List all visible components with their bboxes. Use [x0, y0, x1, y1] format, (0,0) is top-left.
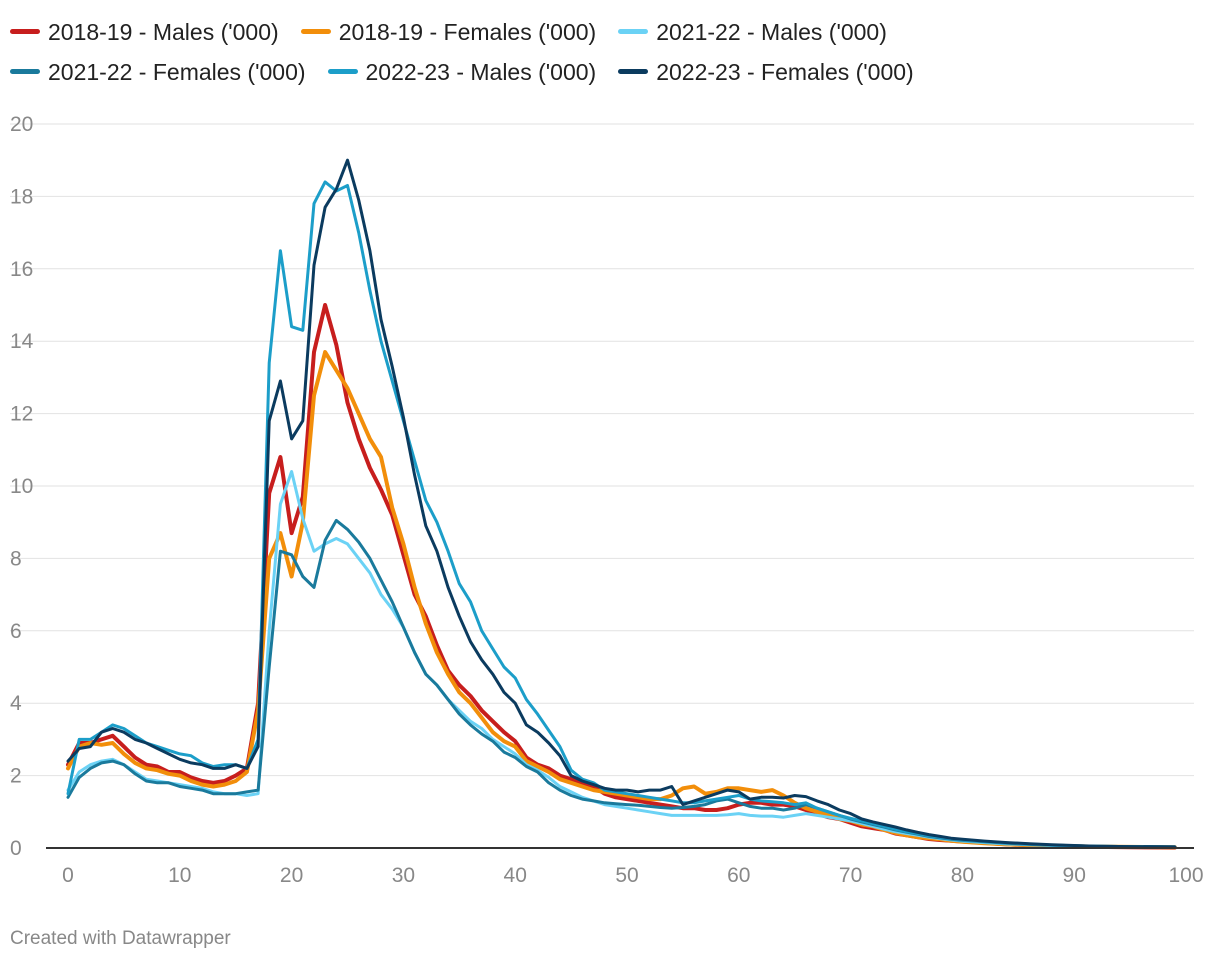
y-axis-tick-labels: 0 2 4 6 8 10 12 14 16 18 20	[10, 113, 34, 860]
x-axis-tick-labels: 0 10 20 30 40 50 60 70 80 90 100	[62, 864, 1203, 887]
y-tick-label: 4	[10, 692, 22, 715]
x-tick-label: 40	[504, 864, 527, 887]
legend-item: 2022-23 - Males ('000)	[327, 52, 597, 92]
legend-swatch	[10, 29, 40, 35]
legend-swatch	[300, 29, 331, 35]
y-tick-label: 14	[10, 330, 34, 353]
legend-label: 2018-19 - Males ('000)	[48, 19, 279, 45]
legend-label: 2021-22 - Females ('000)	[48, 59, 306, 85]
x-tick-label: 30	[392, 864, 415, 887]
x-tick-label: 20	[280, 864, 303, 887]
y-tick-label: 20	[10, 113, 33, 136]
x-tick-label: 80	[951, 864, 974, 887]
y-tick-label: 6	[10, 620, 22, 643]
y-tick-label: 16	[10, 258, 33, 281]
legend-label: 2021-22 - Males ('000)	[656, 19, 887, 45]
series-line-5	[66, 180, 1177, 849]
legend-swatch	[327, 69, 358, 75]
legend-swatch	[10, 69, 40, 75]
legend-swatch	[618, 29, 649, 35]
x-tick-label: 10	[168, 864, 191, 887]
legend: 2018-19 - Males ('000) 2018-19 - Females …	[10, 12, 1200, 92]
legend-item: 2021-22 - Females ('000)	[10, 52, 306, 92]
legend-label: 2022-23 - Males ('000)	[365, 59, 597, 85]
legend-item: 2022-23 - Females ('000)	[618, 52, 914, 92]
legend-swatch	[618, 69, 649, 75]
series-line-2	[66, 350, 1177, 850]
y-tick-label: 0	[10, 837, 22, 860]
legend-item: 2021-22 - Males ('000)	[618, 12, 887, 52]
x-tick-label: 100	[1168, 864, 1203, 887]
y-tick-label: 18	[10, 185, 33, 208]
x-tick-label: 60	[727, 864, 750, 887]
y-tick-label: 12	[10, 403, 33, 426]
y-tick-label: 2	[10, 765, 22, 788]
x-tick-label: 70	[839, 864, 862, 887]
legend-label: 2018-19 - Females ('000)	[338, 19, 597, 45]
gridlines	[10, 123, 1194, 777]
credit-text: Created with Datawrapper	[10, 928, 231, 949]
legend-label: 2022-23 - Females ('000)	[656, 59, 914, 85]
legend-item: 2018-19 - Males ('000)	[10, 12, 279, 52]
x-tick-label: 90	[1063, 864, 1086, 887]
series-lines	[66, 158, 1177, 850]
x-tick-label: 0	[62, 864, 74, 887]
series-line-6	[66, 158, 1177, 849]
legend-item: 2018-19 - Females ('000)	[300, 12, 597, 52]
y-tick-label: 10	[10, 475, 33, 498]
x-tick-label: 50	[615, 864, 638, 887]
y-tick-label: 8	[10, 547, 22, 570]
